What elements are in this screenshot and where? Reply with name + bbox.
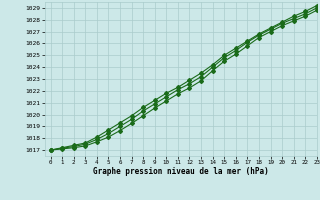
X-axis label: Graphe pression niveau de la mer (hPa): Graphe pression niveau de la mer (hPa) [93,167,269,176]
